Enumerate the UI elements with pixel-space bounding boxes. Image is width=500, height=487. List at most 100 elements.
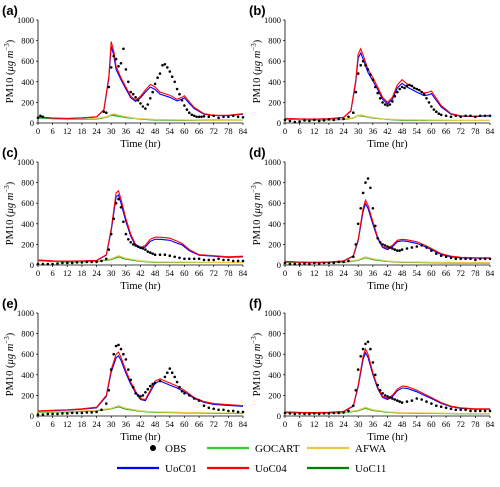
obs-point xyxy=(354,389,358,392)
obs-point xyxy=(90,260,93,264)
obs-point xyxy=(166,66,169,69)
obs-point xyxy=(317,262,321,265)
obs-point xyxy=(410,246,414,249)
obs-point xyxy=(134,392,137,395)
obs-point xyxy=(105,402,108,405)
obs-point xyxy=(107,85,111,89)
obs-point xyxy=(439,254,443,257)
obs-point xyxy=(410,84,414,88)
panel-f: (f) 0 200 400 600 800 1000 0 6 12 18 24 30 36 42 48 54 60… xyxy=(249,296,495,443)
obs-point xyxy=(288,412,292,415)
y-tick-label: 600 xyxy=(268,349,281,359)
obs-point xyxy=(66,412,69,415)
obs-point xyxy=(95,260,98,264)
obs-point xyxy=(141,105,145,108)
y-tick-label: 800 xyxy=(268,178,281,188)
obs-point xyxy=(70,261,74,265)
obs-point xyxy=(366,68,370,71)
legend-entry-uoc04: UoC04 xyxy=(207,463,287,475)
x-tick-label: 54 xyxy=(166,419,175,429)
x-tick-label: 48 xyxy=(398,268,407,278)
obs-point xyxy=(464,114,467,118)
x-tick-label: 84 xyxy=(486,268,495,278)
obs-point xyxy=(149,251,152,254)
obs-point xyxy=(122,352,125,356)
y-tick-label: 200 xyxy=(268,97,281,107)
obs-point xyxy=(488,114,492,118)
obs-point xyxy=(212,114,215,118)
obs-point xyxy=(51,412,54,416)
y-tick-label: 0 xyxy=(30,411,34,421)
obs-point xyxy=(158,379,162,383)
obs-point xyxy=(391,100,394,103)
obs-point xyxy=(95,410,98,414)
obs-point xyxy=(222,115,225,119)
obs-point xyxy=(163,375,167,379)
obs-point xyxy=(124,232,128,236)
obs-point xyxy=(124,358,128,361)
obs-point xyxy=(383,394,387,397)
obs-point xyxy=(117,197,120,201)
obs-point xyxy=(241,259,245,263)
obs-point xyxy=(483,257,487,261)
obs-point xyxy=(105,257,108,261)
obs-point xyxy=(188,111,191,114)
obs-point xyxy=(293,262,297,266)
x-tick-label: 78 xyxy=(224,419,233,429)
obs-point xyxy=(168,367,172,370)
obs-point xyxy=(376,236,380,240)
series-line-uoc01 xyxy=(37,46,244,120)
obs-point xyxy=(85,411,89,414)
x-tick-label: 30 xyxy=(107,126,116,136)
obs-point xyxy=(361,59,365,63)
obs-point xyxy=(146,103,150,106)
y-tick-label: 0 xyxy=(30,260,34,270)
obs-point xyxy=(381,101,384,104)
x-tick-label: 42 xyxy=(136,268,145,278)
y-tick-label: 1000 xyxy=(17,308,34,318)
x-tick-label: 36 xyxy=(369,419,378,429)
obs-point xyxy=(75,411,79,415)
obs-point xyxy=(141,394,145,397)
obs-point xyxy=(488,257,492,261)
x-tick-label: 24 xyxy=(339,268,348,278)
obs-point xyxy=(36,116,40,120)
x-tick-label: 0 xyxy=(283,268,287,278)
y-tick-label: 1000 xyxy=(264,157,281,167)
obs-point xyxy=(478,257,482,261)
obs-point xyxy=(197,257,201,261)
obs-point xyxy=(56,412,59,416)
obs-point xyxy=(61,261,64,265)
x-tick-label: 72 xyxy=(456,126,465,136)
obs-point xyxy=(313,261,316,265)
x-tick-label: 12 xyxy=(310,419,319,429)
obs-point xyxy=(361,191,365,195)
obs-point xyxy=(398,249,402,252)
x-tick-label: 12 xyxy=(63,268,72,278)
obs-point xyxy=(376,383,380,387)
y-axis-label: PM10 (μg m−3) xyxy=(250,332,263,396)
obs-point xyxy=(207,258,211,262)
obs-point xyxy=(236,259,240,263)
obs-point xyxy=(85,260,89,264)
obs-point xyxy=(366,340,370,344)
y-tick-label: 200 xyxy=(268,390,281,400)
obs-point xyxy=(207,406,211,410)
obs-point xyxy=(359,355,363,358)
y-tick-label: 400 xyxy=(268,370,281,380)
obs-point xyxy=(183,104,186,107)
x-tick-label: 24 xyxy=(339,126,348,136)
obs-point xyxy=(444,114,448,118)
obs-point xyxy=(136,99,140,102)
x-tick-label: 0 xyxy=(36,268,40,278)
x-tick-label: 42 xyxy=(383,126,392,136)
obs-point xyxy=(149,384,152,388)
obs-point xyxy=(454,408,458,412)
obs-point xyxy=(153,253,157,256)
obs-point xyxy=(173,80,176,84)
obs-point xyxy=(364,181,367,184)
y-tick-label: 800 xyxy=(21,36,34,46)
obs-point xyxy=(109,368,113,371)
